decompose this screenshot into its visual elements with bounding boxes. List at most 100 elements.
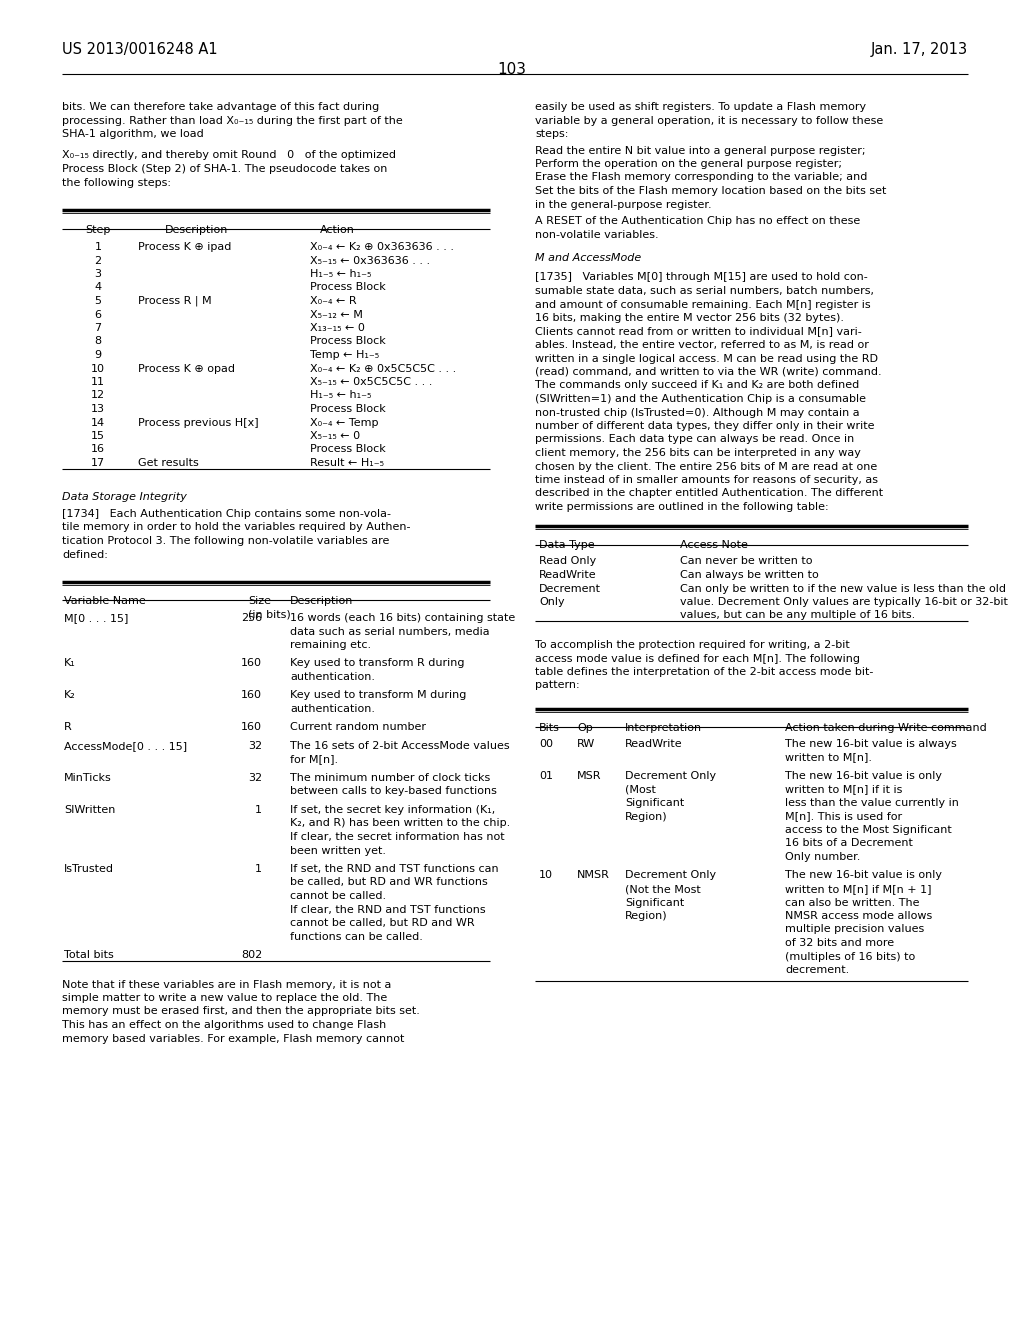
Text: 12: 12 <box>91 391 105 400</box>
Text: ables. Instead, the entire vector, referred to as M, is read or: ables. Instead, the entire vector, refer… <box>535 341 869 350</box>
Text: X₀₋₄ ← K₂ ⊕ 0x5C5C5C . . .: X₀₋₄ ← K₂ ⊕ 0x5C5C5C . . . <box>310 363 457 374</box>
Text: 16 bits, making the entire M vector 256 bits (32 bytes).: 16 bits, making the entire M vector 256 … <box>535 313 844 323</box>
Text: permissions. Each data type can always be read. Once in: permissions. Each data type can always b… <box>535 434 854 445</box>
Text: easily be used as shift registers. To update a Flash memory: easily be used as shift registers. To up… <box>535 102 866 112</box>
Text: non-volatile variables.: non-volatile variables. <box>535 230 658 239</box>
Text: Significant: Significant <box>625 799 684 808</box>
Text: values, but can be any multiple of 16 bits.: values, but can be any multiple of 16 bi… <box>680 610 915 620</box>
Text: written to M[n] if it is: written to M[n] if it is <box>785 784 902 795</box>
Text: 16 bits of a Decrement: 16 bits of a Decrement <box>785 838 912 849</box>
Text: 32: 32 <box>248 774 262 783</box>
Text: RW: RW <box>577 739 595 748</box>
Text: 17: 17 <box>91 458 105 469</box>
Text: for M[n].: for M[n]. <box>290 755 338 764</box>
Text: The new 16-bit value is only: The new 16-bit value is only <box>785 870 942 880</box>
Text: Process Block (Step 2) of SHA-1. The pseudocode takes on: Process Block (Step 2) of SHA-1. The pse… <box>62 164 387 174</box>
Text: Data Type: Data Type <box>539 540 595 550</box>
Text: value. Decrement Only values are typically 16-bit or 32-bit: value. Decrement Only values are typical… <box>680 597 1008 607</box>
Text: If set, the RND and TST functions can: If set, the RND and TST functions can <box>290 865 499 874</box>
Text: 3: 3 <box>94 269 101 279</box>
Text: 01: 01 <box>539 771 553 781</box>
Text: H₁₋₅ ← h₁₋₅: H₁₋₅ ← h₁₋₅ <box>310 391 372 400</box>
Text: written to M[n].: written to M[n]. <box>785 752 872 763</box>
Text: been written yet.: been written yet. <box>290 846 386 855</box>
Text: X₀₋₄ ← K₂ ⊕ 0x363636 . . .: X₀₋₄ ← K₂ ⊕ 0x363636 . . . <box>310 242 454 252</box>
Text: 6: 6 <box>94 309 101 319</box>
Text: 160: 160 <box>241 722 262 733</box>
Text: data such as serial numbers, media: data such as serial numbers, media <box>290 627 489 636</box>
Text: of 32 bits and more: of 32 bits and more <box>785 939 894 948</box>
Text: remaining etc.: remaining etc. <box>290 640 371 649</box>
Text: Current random number: Current random number <box>290 722 426 733</box>
Text: M[n]. This is used for: M[n]. This is used for <box>785 812 902 821</box>
Text: X₅₋₁₂ ← M: X₅₋₁₂ ← M <box>310 309 362 319</box>
Text: Process Block: Process Block <box>310 337 386 346</box>
Text: MSR: MSR <box>577 771 601 781</box>
Text: The minimum number of clock ticks: The minimum number of clock ticks <box>290 774 490 783</box>
Text: decrement.: decrement. <box>785 965 849 975</box>
Text: The commands only succeed if K₁ and K₂ are both defined: The commands only succeed if K₁ and K₂ a… <box>535 380 859 391</box>
Text: Can always be written to: Can always be written to <box>680 570 819 579</box>
Text: Read the entire N bit value into a general purpose register;: Read the entire N bit value into a gener… <box>535 145 865 156</box>
Text: functions can be called.: functions can be called. <box>290 932 423 941</box>
Text: Variable Name: Variable Name <box>63 597 145 606</box>
Text: SHA-1 algorithm, we load: SHA-1 algorithm, we load <box>62 129 204 139</box>
Text: Process previous H[x]: Process previous H[x] <box>138 417 259 428</box>
Text: (Most: (Most <box>625 784 656 795</box>
Text: Process Block: Process Block <box>310 404 386 414</box>
Text: 256: 256 <box>241 612 262 623</box>
Text: This has an effect on the algorithms used to change Flash: This has an effect on the algorithms use… <box>62 1020 386 1030</box>
Text: AccessMode[0 . . . 15]: AccessMode[0 . . . 15] <box>63 741 187 751</box>
Text: client memory, the 256 bits can be interpreted in any way: client memory, the 256 bits can be inter… <box>535 447 861 458</box>
Text: SIWritten: SIWritten <box>63 805 116 814</box>
Text: authentication.: authentication. <box>290 704 375 714</box>
Text: M and AccessMode: M and AccessMode <box>535 253 641 263</box>
Text: written in a single logical access. M can be read using the RD: written in a single logical access. M ca… <box>535 354 878 363</box>
Text: X₀₋₄ ← Temp: X₀₋₄ ← Temp <box>310 417 379 428</box>
Text: Only number.: Only number. <box>785 851 860 862</box>
Text: NMSR: NMSR <box>577 870 610 880</box>
Text: Jan. 17, 2013: Jan. 17, 2013 <box>870 42 968 57</box>
Text: table defines the interpretation of the 2-bit access mode bit-: table defines the interpretation of the … <box>535 667 873 677</box>
Text: M[0 . . . 15]: M[0 . . . 15] <box>63 612 128 623</box>
Text: X₀₋₄ ← R: X₀₋₄ ← R <box>310 296 356 306</box>
Text: (SIWritten=1) and the Authentication Chip is a consumable: (SIWritten=1) and the Authentication Chi… <box>535 393 866 404</box>
Text: ReadWrite: ReadWrite <box>625 739 683 748</box>
Text: 1: 1 <box>255 805 262 814</box>
Text: multiple precision values: multiple precision values <box>785 924 925 935</box>
Text: Key used to transform M during: Key used to transform M during <box>290 690 466 701</box>
Text: (Not the Most: (Not the Most <box>625 884 700 894</box>
Text: pattern:: pattern: <box>535 681 580 690</box>
Text: If clear, the secret information has not: If clear, the secret information has not <box>290 832 505 842</box>
Text: authentication.: authentication. <box>290 672 375 682</box>
Text: non-trusted chip (IsTrusted=0). Although M may contain a: non-trusted chip (IsTrusted=0). Although… <box>535 408 859 417</box>
Text: H₁₋₅ ← h₁₋₅: H₁₋₅ ← h₁₋₅ <box>310 269 372 279</box>
Text: Size: Size <box>248 597 271 606</box>
Text: 13: 13 <box>91 404 105 414</box>
Text: Interpretation: Interpretation <box>625 723 702 733</box>
Text: Process K ⊕ opad: Process K ⊕ opad <box>138 363 234 374</box>
Text: X₅₋₁₅ ← 0x5C5C5C . . .: X₅₋₁₅ ← 0x5C5C5C . . . <box>310 378 432 387</box>
Text: Decrement Only: Decrement Only <box>625 870 716 880</box>
Text: access to the Most Significant: access to the Most Significant <box>785 825 951 836</box>
Text: Significant: Significant <box>625 898 684 908</box>
Text: Clients cannot read from or written to individual M[n] vari-: Clients cannot read from or written to i… <box>535 326 862 337</box>
Text: 5: 5 <box>94 296 101 306</box>
Text: Process Block: Process Block <box>310 445 386 454</box>
Text: Total bits: Total bits <box>63 950 114 960</box>
Text: less than the value currently in: less than the value currently in <box>785 799 958 808</box>
Text: Action taken during Write command: Action taken during Write command <box>785 723 987 733</box>
Text: [1735]   Variables M[0] through M[15] are used to hold con-: [1735] Variables M[0] through M[15] are … <box>535 272 867 282</box>
Text: 1: 1 <box>255 865 262 874</box>
Text: 14: 14 <box>91 417 105 428</box>
Text: 10: 10 <box>539 870 553 880</box>
Text: Process Block: Process Block <box>310 282 386 293</box>
Text: 9: 9 <box>94 350 101 360</box>
Text: bits. We can therefore take advantage of this fact during: bits. We can therefore take advantage of… <box>62 102 379 112</box>
Text: 160: 160 <box>241 659 262 668</box>
Text: X₁₃₋₁₅ ← 0: X₁₃₋₁₅ ← 0 <box>310 323 365 333</box>
Text: K₁: K₁ <box>63 659 76 668</box>
Text: If clear, the RND and TST functions: If clear, the RND and TST functions <box>290 904 485 915</box>
Text: Description: Description <box>290 597 353 606</box>
Text: Key used to transform R during: Key used to transform R during <box>290 659 465 668</box>
